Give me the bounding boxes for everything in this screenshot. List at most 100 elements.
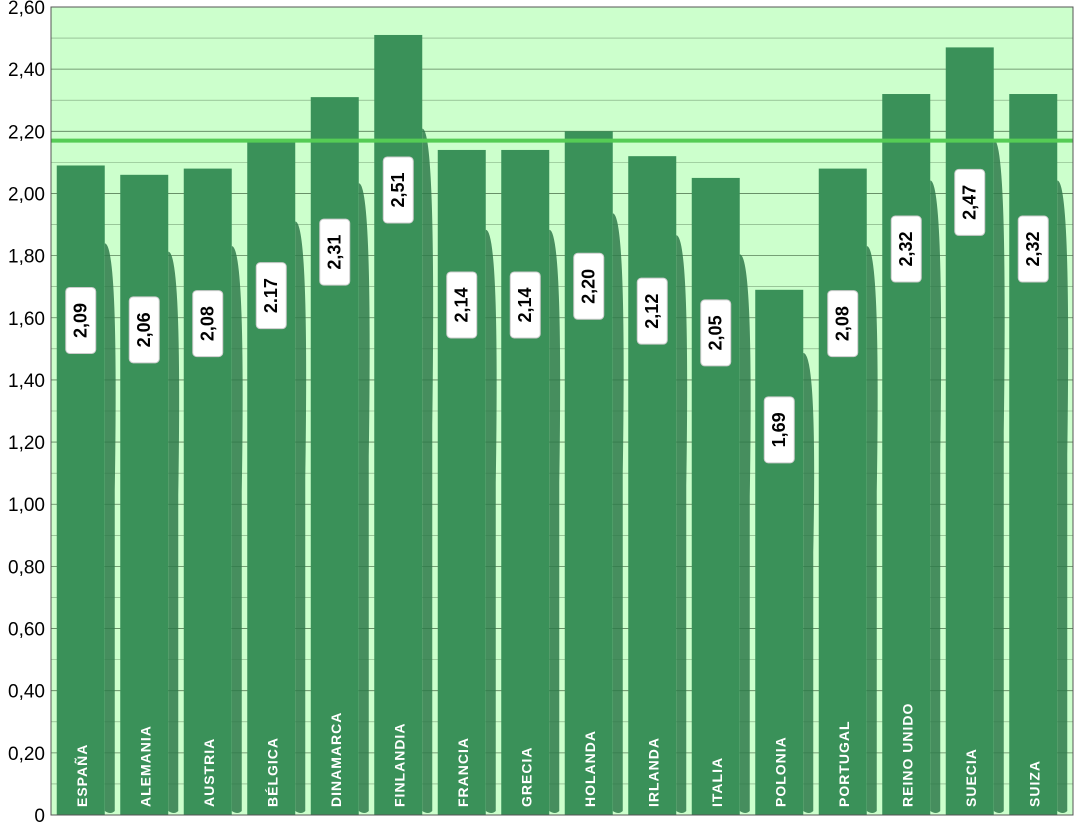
bar-shadow bbox=[1057, 180, 1069, 813]
value-label: 2,14 bbox=[452, 287, 472, 322]
value-label-box bbox=[128, 296, 160, 364]
bars bbox=[56, 34, 1069, 816]
value-label: 2,09 bbox=[71, 303, 91, 338]
bar-shadow bbox=[739, 254, 751, 813]
bar-shadow bbox=[866, 246, 878, 814]
category-label: ALEMANIA bbox=[137, 725, 153, 807]
value-label-box bbox=[255, 262, 287, 330]
value-label: 2,08 bbox=[198, 306, 218, 341]
bar bbox=[56, 165, 105, 815]
value-label-box bbox=[509, 271, 541, 339]
bar-shadow bbox=[993, 139, 1005, 814]
category-label: REINO UNIDO bbox=[899, 703, 915, 807]
value-label-box bbox=[700, 299, 732, 367]
y-tick-label: 0,20 bbox=[8, 744, 45, 765]
bar-shadow bbox=[930, 180, 942, 813]
value-label-box bbox=[382, 156, 414, 224]
category-label: IRLANDA bbox=[645, 737, 661, 807]
value-label: 2,32 bbox=[1023, 231, 1043, 266]
category-label: DINAMARCA bbox=[328, 712, 344, 807]
y-tick-label: 2,20 bbox=[8, 122, 45, 143]
bar bbox=[882, 94, 931, 815]
category-label: SUIZA bbox=[1026, 760, 1042, 807]
bar-shadow bbox=[104, 243, 116, 813]
bar-shadow bbox=[168, 251, 180, 813]
value-label-box bbox=[319, 218, 351, 286]
value-label: 2,51 bbox=[388, 172, 408, 207]
value-label-box bbox=[192, 290, 224, 358]
y-tick-label: 1,40 bbox=[8, 371, 45, 392]
value-label: 2,05 bbox=[706, 315, 726, 350]
value-label: 2.17 bbox=[261, 278, 281, 313]
bar bbox=[818, 168, 867, 816]
y-tick-label: 2,60 bbox=[8, 0, 45, 19]
bar bbox=[120, 174, 169, 816]
category-label: ESPAÑA bbox=[73, 744, 90, 807]
category-label: FRANCIA bbox=[455, 737, 471, 807]
bar bbox=[437, 149, 486, 815]
value-label-box bbox=[954, 168, 986, 236]
bar bbox=[310, 97, 359, 816]
bar bbox=[628, 156, 677, 815]
y-tick-label: 0,80 bbox=[8, 557, 45, 578]
bar-shadow bbox=[803, 352, 815, 813]
y-tick-label: 0,60 bbox=[8, 620, 45, 641]
value-label-box bbox=[446, 271, 478, 339]
bar bbox=[1009, 94, 1058, 815]
category-label: HOLANDA bbox=[582, 730, 598, 807]
bar bbox=[755, 289, 804, 815]
value-label: 2,32 bbox=[896, 231, 916, 266]
plot-border bbox=[50, 6, 1074, 816]
value-label: 2,14 bbox=[515, 287, 535, 322]
value-label: 2,12 bbox=[642, 294, 662, 329]
value-label: 2,08 bbox=[833, 306, 853, 341]
value-label-box bbox=[763, 396, 795, 464]
value-label-box bbox=[636, 277, 668, 345]
y-tick-label: 1,80 bbox=[8, 247, 45, 268]
bar-shadow bbox=[358, 183, 370, 813]
value-label: 1,69 bbox=[769, 412, 789, 447]
bar bbox=[945, 47, 994, 815]
bar-shadow bbox=[295, 221, 307, 814]
value-label-box bbox=[65, 286, 97, 354]
value-labels: 2,09 2,06 2,08 2.17 2,31 2,51 2,14 2,14 2,20 2,12… bbox=[65, 156, 1049, 464]
axes bbox=[50, 6, 1074, 816]
bar bbox=[564, 131, 613, 816]
y-tick-label: 0 bbox=[34, 806, 45, 823]
value-label-box bbox=[1017, 215, 1049, 283]
category-label: PORTUGAL bbox=[836, 720, 852, 807]
value-label: 2,31 bbox=[325, 235, 345, 270]
value-label: 2,47 bbox=[960, 185, 980, 220]
bar-shadow bbox=[231, 246, 243, 814]
value-label: 2,20 bbox=[579, 269, 599, 304]
bar-shadow bbox=[612, 213, 624, 813]
bar bbox=[183, 168, 232, 816]
y-tick-label: 2,00 bbox=[8, 184, 45, 205]
category-label: GRECIA bbox=[518, 747, 534, 807]
y-axis-tick-labels: 0 0,20 0,40 0,60 0,80 1,00 1,20 1,40 1,60 1,80 2,0… bbox=[8, 0, 45, 827]
value-label-box bbox=[573, 252, 605, 320]
bar-shadow bbox=[485, 229, 497, 813]
bar-shadow bbox=[422, 128, 434, 813]
bar bbox=[374, 34, 423, 815]
y-tick-label: 1,20 bbox=[8, 433, 45, 454]
bar bbox=[247, 140, 296, 816]
category-label: ITALIA bbox=[709, 757, 725, 807]
category-labels: ESPAÑA ALEMANIA AUSTRIA BÉLGICA DINAMARCA FIN… bbox=[73, 703, 1043, 807]
bar bbox=[501, 149, 550, 815]
category-label: FINLANDIA bbox=[391, 723, 407, 807]
category-label: AUSTRIA bbox=[201, 738, 217, 807]
value-label-box bbox=[827, 290, 859, 358]
category-label: BÉLGICA bbox=[264, 737, 280, 807]
category-label: POLONIA bbox=[772, 736, 788, 807]
y-tick-label: 1,60 bbox=[8, 309, 45, 330]
y-tick-label: 2,40 bbox=[8, 60, 45, 81]
y-tick-label: 1,00 bbox=[8, 495, 45, 516]
category-label: SUECIA bbox=[963, 748, 979, 807]
bar bbox=[691, 177, 740, 815]
value-label-box bbox=[890, 215, 922, 283]
bar-shadow bbox=[549, 229, 561, 813]
bar-shadow bbox=[676, 235, 688, 813]
